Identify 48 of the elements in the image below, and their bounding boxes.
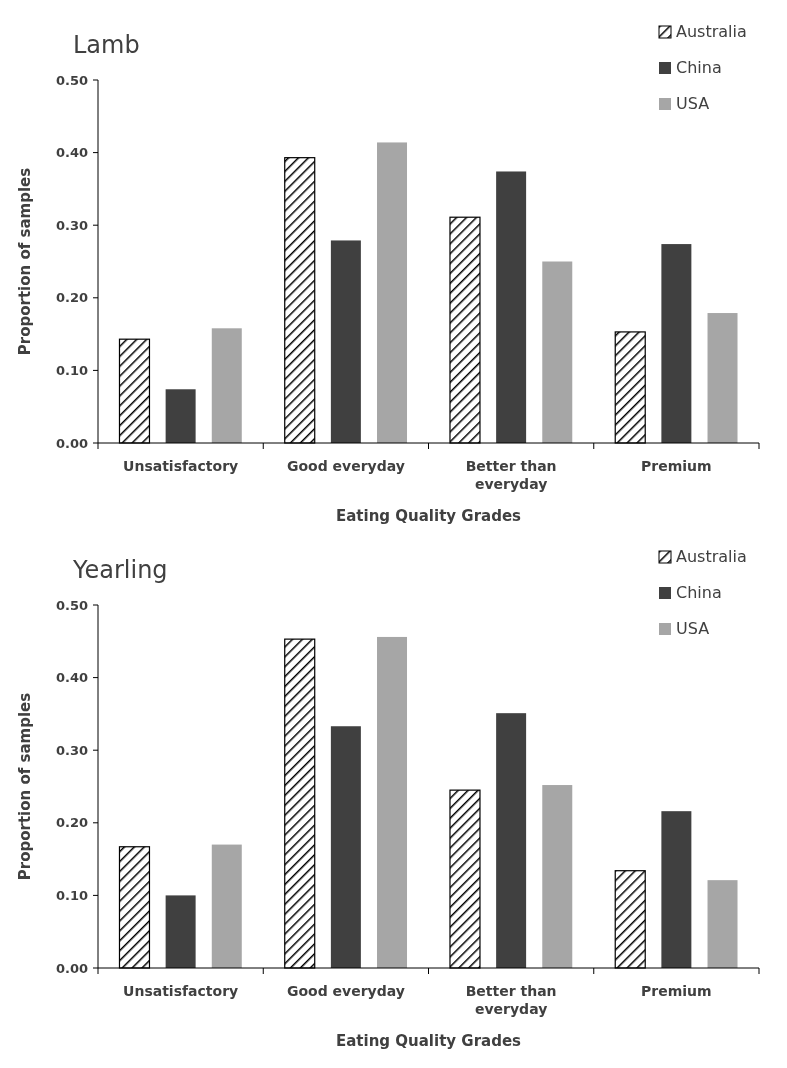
- x-tick-label: Premium: [641, 458, 712, 474]
- bar: [542, 785, 573, 968]
- x-tick-label: Premium: [641, 983, 712, 999]
- y-axis-title: Proportion of samples: [16, 167, 34, 356]
- y-tick-label: 0.20: [55, 290, 88, 306]
- legend-label: Australia: [676, 547, 747, 566]
- y-tick-label: 0.00: [55, 960, 88, 976]
- x-axis-title: Eating Quality Grades: [336, 507, 522, 525]
- y-tick-label: 0.20: [55, 815, 88, 831]
- x-tick-label: Better than everyday: [465, 983, 557, 1017]
- bar: [707, 313, 738, 443]
- chart-title: Lamb: [73, 31, 140, 59]
- x-tick-label: Good everyday: [286, 458, 405, 474]
- legend-label: China: [676, 583, 722, 602]
- bar: [330, 726, 361, 968]
- bar: [377, 142, 408, 443]
- y-tick-label: 0.30: [55, 217, 88, 233]
- y-tick-label: 0.40: [55, 145, 88, 161]
- legend-label: Australia: [676, 22, 747, 41]
- x-axis-title: Eating Quality Grades: [336, 1032, 522, 1050]
- bar: [211, 844, 242, 968]
- x-tick-label: Unsatisfactory: [123, 983, 239, 999]
- y-tick-label: 0.00: [55, 435, 88, 451]
- y-tick-label: 0.50: [55, 72, 88, 88]
- y-tick-label: 0.30: [55, 742, 88, 758]
- x-tick-label: Unsatisfactory: [123, 458, 239, 474]
- y-tick-label: 0.10: [55, 887, 88, 903]
- legend-label: USA: [676, 619, 710, 638]
- y-tick-label: 0.40: [55, 670, 88, 686]
- x-tick-label: Good everyday: [286, 983, 405, 999]
- bar: [165, 895, 196, 968]
- bar: [211, 328, 242, 443]
- bar: [707, 880, 738, 968]
- chart-title: Yearling: [72, 556, 168, 584]
- bar: [542, 261, 573, 443]
- bar: [377, 636, 408, 968]
- legend-label: USA: [676, 94, 710, 113]
- bar: [330, 240, 361, 443]
- bar: [661, 811, 692, 968]
- x-tick-label: Better than everyday: [465, 458, 557, 492]
- bar: [165, 389, 196, 443]
- bar: [496, 713, 527, 968]
- bar: [496, 171, 527, 443]
- bar: [661, 244, 692, 443]
- y-tick-label: 0.50: [55, 597, 88, 613]
- y-axis-title: Proportion of samples: [16, 692, 34, 881]
- legend-label: China: [676, 58, 722, 77]
- y-tick-label: 0.10: [55, 362, 88, 378]
